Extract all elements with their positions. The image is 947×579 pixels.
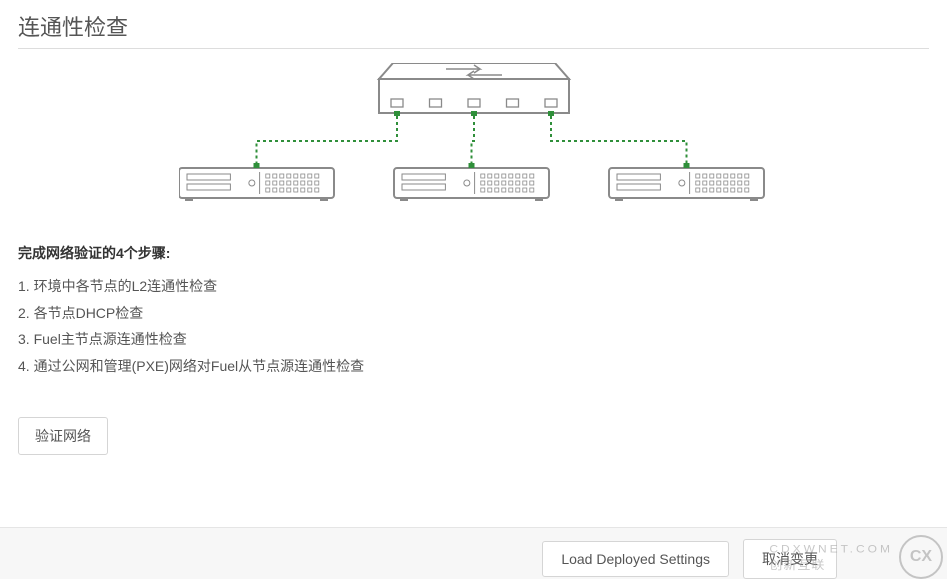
page-title: 连通性检查 (18, 10, 929, 42)
steps-list: 环境中各节点的L2连通性检查各节点DHCP检查Fuel主节点源连通性检查通过公网… (18, 273, 929, 379)
watermark-text: CDXWNET.COM 创新互联 (769, 542, 893, 572)
step-item: 通过公网和管理(PXE)网络对Fuel从节点源连通性检查 (18, 353, 929, 380)
steps-heading: 完成网络验证的4个步骤: (18, 243, 929, 263)
verify-network-button[interactable]: 验证网络 (18, 417, 108, 455)
step-item: 各节点DHCP检查 (18, 300, 929, 327)
server-icon (394, 168, 549, 201)
watermark: CDXWNET.COM 创新互联 CX (769, 535, 943, 579)
server-icon (179, 168, 334, 201)
step-item: Fuel主节点源连通性检查 (18, 326, 929, 353)
step-item: 环境中各节点的L2连通性检查 (18, 273, 929, 300)
load-deployed-settings-button[interactable]: Load Deployed Settings (542, 541, 729, 577)
server-icon (609, 168, 764, 201)
network-diagram (18, 63, 929, 213)
diagram-svg (179, 63, 769, 213)
watermark-logo-icon: CX (899, 535, 943, 579)
switch-icon (379, 63, 569, 113)
page: 连通性检查 完成网络验证的4个步骤: 环境中各节点的L2连通性检查各节点DHCP… (0, 10, 947, 455)
title-divider (18, 48, 929, 49)
